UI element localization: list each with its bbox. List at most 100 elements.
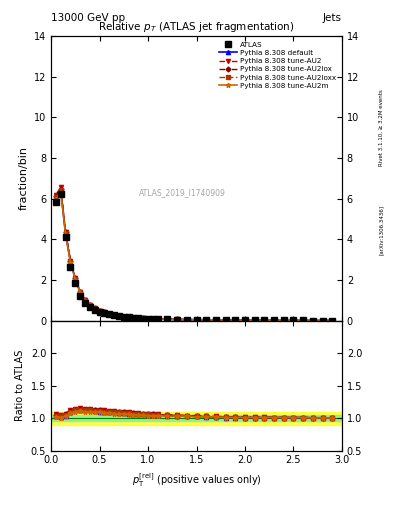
Pythia 8.308 default	[184, 316, 189, 323]
Text: Rivet 3.1.10, ≥ 3.2M events: Rivet 3.1.10, ≥ 3.2M events	[379, 90, 384, 166]
Pythia 8.308 tune-AU2lox	[92, 305, 97, 311]
Pythia 8.308 tune-AU2m	[175, 316, 180, 323]
Pythia 8.308 tune-AU2m	[252, 317, 257, 323]
Pythia 8.308 tune-AU2loxx	[53, 194, 58, 200]
Pythia 8.308 tune-AU2	[165, 316, 170, 323]
Pythia 8.308 tune-AU2m	[78, 290, 83, 296]
Pythia 8.308 tune-AU2loxx	[146, 315, 151, 322]
Pythia 8.308 tune-AU2	[126, 314, 131, 321]
Pythia 8.308 tune-AU2m	[68, 260, 73, 266]
Pythia 8.308 tune-AU2loxx	[204, 317, 209, 323]
Pythia 8.308 tune-AU2loxx	[320, 317, 325, 324]
Pythia 8.308 tune-AU2loxx	[252, 317, 257, 323]
Pythia 8.308 tune-AU2loxx	[92, 306, 97, 312]
Pythia 8.308 tune-AU2m	[59, 189, 63, 196]
Pythia 8.308 default	[92, 306, 97, 312]
Pythia 8.308 default	[83, 297, 87, 304]
Pythia 8.308 tune-AU2m	[136, 315, 141, 321]
Pythia 8.308 tune-AU2m	[242, 317, 247, 323]
Pythia 8.308 tune-AU2	[330, 317, 334, 324]
Pythia 8.308 tune-AU2	[97, 308, 102, 314]
Pythia 8.308 tune-AU2	[262, 317, 267, 324]
Line: Pythia 8.308 default: Pythia 8.308 default	[54, 189, 334, 323]
Pythia 8.308 tune-AU2loxx	[155, 316, 160, 322]
Pythia 8.308 tune-AU2m	[213, 317, 218, 323]
Pythia 8.308 tune-AU2	[281, 317, 286, 324]
Pythia 8.308 tune-AU2m	[310, 317, 315, 324]
Pythia 8.308 tune-AU2m	[63, 232, 68, 238]
Pythia 8.308 tune-AU2lox	[107, 311, 112, 317]
Pythia 8.308 tune-AU2lox	[242, 317, 247, 323]
Text: [arXiv:1306.3436]: [arXiv:1306.3436]	[379, 205, 384, 255]
Pythia 8.308 default	[262, 317, 267, 324]
Pythia 8.308 tune-AU2m	[262, 317, 267, 324]
Pythia 8.308 default	[281, 317, 286, 324]
Pythia 8.308 default	[233, 317, 238, 323]
Pythia 8.308 default	[204, 317, 209, 323]
Pythia 8.308 tune-AU2	[136, 315, 141, 321]
Text: Jets: Jets	[323, 13, 342, 23]
Pythia 8.308 tune-AU2lox	[136, 315, 141, 321]
Bar	[51, 412, 342, 424]
Pythia 8.308 tune-AU2	[112, 312, 116, 318]
Pythia 8.308 tune-AU2lox	[83, 297, 87, 303]
Pythia 8.308 tune-AU2lox	[78, 289, 83, 295]
Pythia 8.308 tune-AU2lox	[262, 317, 267, 324]
Pythia 8.308 tune-AU2	[83, 297, 87, 303]
Pythia 8.308 default	[165, 316, 170, 323]
Pythia 8.308 tune-AU2	[92, 305, 97, 311]
Pythia 8.308 tune-AU2lox	[117, 313, 121, 319]
Pythia 8.308 tune-AU2lox	[281, 317, 286, 324]
Pythia 8.308 tune-AU2m	[155, 316, 160, 322]
Pythia 8.308 default	[117, 313, 121, 319]
Pythia 8.308 default	[112, 312, 116, 318]
Pythia 8.308 default	[73, 275, 78, 282]
Pythia 8.308 tune-AU2m	[88, 302, 92, 308]
Pythia 8.308 tune-AU2loxx	[121, 314, 126, 320]
Pythia 8.308 tune-AU2loxx	[88, 302, 92, 308]
Pythia 8.308 tune-AU2lox	[310, 317, 315, 324]
Pythia 8.308 tune-AU2loxx	[97, 308, 102, 314]
Pythia 8.308 tune-AU2lox	[88, 302, 92, 308]
Pythia 8.308 tune-AU2lox	[213, 317, 218, 323]
Pythia 8.308 tune-AU2loxx	[78, 289, 83, 295]
Pythia 8.308 tune-AU2	[151, 316, 155, 322]
Pythia 8.308 tune-AU2m	[233, 317, 238, 323]
Pythia 8.308 default	[131, 314, 136, 321]
Text: ATLAS_2019_I1740909: ATLAS_2019_I1740909	[138, 188, 226, 197]
Pythia 8.308 tune-AU2	[63, 228, 68, 234]
Pythia 8.308 tune-AU2	[223, 317, 228, 323]
Pythia 8.308 default	[155, 316, 160, 322]
Pythia 8.308 tune-AU2lox	[165, 316, 170, 323]
Pythia 8.308 tune-AU2lox	[330, 317, 334, 324]
Pythia 8.308 default	[59, 188, 63, 194]
Pythia 8.308 tune-AU2lox	[53, 193, 58, 199]
Pythia 8.308 tune-AU2lox	[155, 316, 160, 322]
Pythia 8.308 tune-AU2lox	[97, 308, 102, 314]
Pythia 8.308 tune-AU2lox	[151, 316, 155, 322]
Pythia 8.308 tune-AU2	[68, 258, 73, 264]
Pythia 8.308 tune-AU2loxx	[223, 317, 228, 323]
Pythia 8.308 default	[88, 302, 92, 308]
Pythia 8.308 tune-AU2m	[301, 317, 305, 324]
Pythia 8.308 tune-AU2lox	[194, 316, 199, 323]
Pythia 8.308 tune-AU2loxx	[83, 297, 87, 304]
Pythia 8.308 default	[291, 317, 296, 324]
Pythia 8.308 tune-AU2loxx	[131, 314, 136, 321]
Pythia 8.308 tune-AU2loxx	[242, 317, 247, 323]
Pythia 8.308 tune-AU2	[155, 316, 160, 322]
Pythia 8.308 default	[320, 317, 325, 324]
Pythia 8.308 default	[107, 311, 112, 317]
Pythia 8.308 tune-AU2lox	[223, 317, 228, 323]
Pythia 8.308 default	[78, 289, 83, 295]
Pythia 8.308 tune-AU2m	[53, 197, 58, 203]
Pythia 8.308 tune-AU2loxx	[184, 316, 189, 323]
Line: Pythia 8.308 tune-AU2m: Pythia 8.308 tune-AU2m	[53, 190, 335, 323]
Y-axis label: fraction/bin: fraction/bin	[18, 146, 28, 210]
Pythia 8.308 tune-AU2	[73, 275, 78, 281]
Line: Pythia 8.308 tune-AU2: Pythia 8.308 tune-AU2	[54, 185, 334, 323]
Pythia 8.308 default	[194, 316, 199, 323]
Pythia 8.308 tune-AU2lox	[141, 315, 145, 322]
Pythia 8.308 tune-AU2lox	[102, 309, 107, 315]
Pythia 8.308 tune-AU2	[320, 317, 325, 324]
